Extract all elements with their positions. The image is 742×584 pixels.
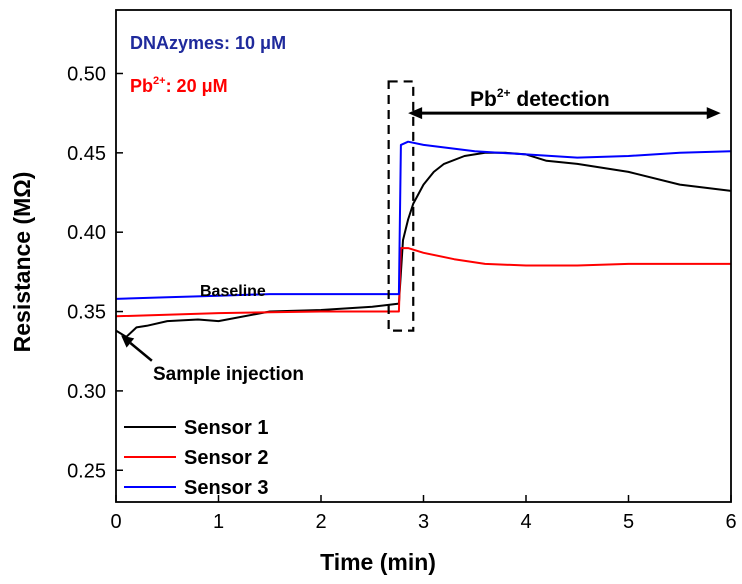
annotation-shapes [121,80,721,362]
sample-injection-arrow [129,342,153,362]
series-line-sensor-2 [115,247,731,318]
y-tick-label: 0.30 [67,381,106,403]
y-tick-label: 0.25 [67,460,106,482]
series-line-sensor-1 [115,151,732,338]
pb-concentration-annotation: Pb2+: 20 μM [130,75,228,96]
pb-concentration-value: : 20 μM [166,76,228,96]
x-tick-label: 3 [418,511,429,533]
detection-word: detection [511,88,610,111]
y-tick-label: 0.35 [67,302,106,324]
pb-charge: 2+ [153,75,166,87]
x-axis-title: Time (min) [320,549,436,575]
series-layer [115,140,732,338]
x-tick-label: 6 [725,511,736,533]
sample-injection-arrow-head [121,335,135,348]
pb-detection-label: Pb2+ detection [470,86,610,111]
x-tick-label: 2 [315,511,326,533]
legend-label-sensor-2: Sensor 2 [184,447,268,469]
x-tick-label: 0 [110,511,121,533]
y-tick-label: 0.40 [67,222,106,244]
detection-pb-charge: 2+ [497,86,511,100]
y-tick-label: 0.50 [67,63,106,85]
ticks-layer: 0 1 2 3 4 5 6 0.25 0.30 0.35 0.40 0.45 0.50 [67,63,737,533]
baseline-label: Baseline [200,283,266,300]
dnazymes-annotation: DNAzymes: 10 μM [130,33,286,53]
series-line-sensor-3 [115,140,732,300]
x-tick-label: 1 [213,511,224,533]
sample-injection-label: Sample injection [153,364,304,385]
y-tick-label: 0.45 [67,143,106,165]
detection-pb-symbol: Pb [470,88,497,111]
legend: Sensor 1 Sensor 2 Sensor 3 [124,417,268,499]
legend-label-sensor-3: Sensor 3 [184,477,268,499]
injection-dashed-box [387,80,415,332]
x-tick-label: 4 [520,511,531,533]
detection-arrow-head-left [408,107,423,120]
plot-frame [115,9,732,503]
pb-symbol: Pb [130,76,153,96]
legend-label-sensor-1: Sensor 1 [184,417,268,439]
detection-arrow-head-right [706,107,721,120]
y-axis-title: Resistance (MΩ) [9,172,35,353]
x-tick-label: 5 [623,511,634,533]
